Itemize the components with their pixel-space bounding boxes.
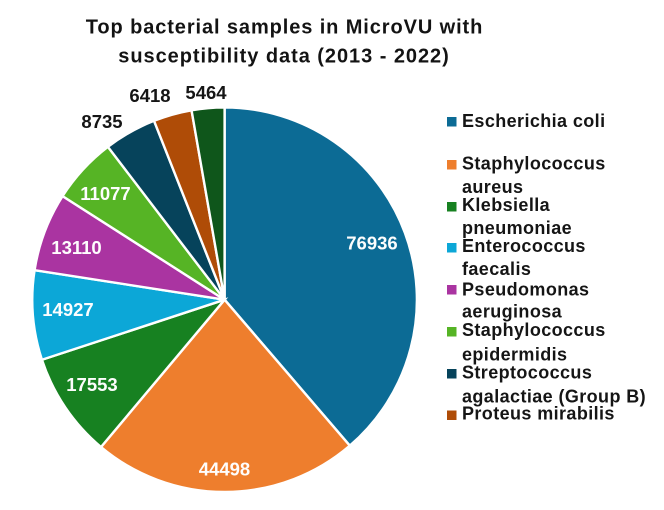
svg-text:13110: 13110: [51, 237, 101, 258]
svg-text:6418: 6418: [129, 85, 170, 106]
svg-text:Staphylococcus: Staphylococcus: [462, 154, 606, 174]
svg-text:Pseudomonas: Pseudomonas: [462, 280, 589, 300]
svg-text:8735: 8735: [81, 111, 122, 132]
svg-text:Staphylococcus: Staphylococcus: [462, 320, 606, 340]
svg-text:Escherichia coli: Escherichia coli: [462, 111, 605, 131]
svg-text:susceptibility data (2013 - 20: susceptibility data (2013 - 2022): [118, 46, 449, 68]
svg-text:Enterococcus: Enterococcus: [462, 236, 586, 256]
svg-text:76936: 76936: [346, 232, 397, 253]
svg-text:11077: 11077: [80, 183, 130, 204]
svg-text:Streptococcus: Streptococcus: [462, 362, 592, 382]
svg-text:Proteus mirabilis: Proteus mirabilis: [462, 404, 615, 424]
svg-text:pneumoniae: pneumoniae: [462, 218, 572, 238]
svg-text:aureus: aureus: [462, 177, 523, 197]
svg-text:Top bacterial samples in Micro: Top bacterial samples in MicroVU with: [86, 17, 483, 39]
svg-text:14927: 14927: [42, 299, 93, 320]
svg-text:Klebsiella: Klebsiella: [462, 195, 551, 215]
svg-text:17553: 17553: [66, 374, 117, 395]
svg-text:faecalis: faecalis: [462, 259, 531, 279]
svg-text:5464: 5464: [185, 82, 227, 103]
svg-text:aeruginosa: aeruginosa: [462, 302, 563, 322]
svg-text:epidermidis: epidermidis: [462, 344, 567, 364]
svg-text:44498: 44498: [199, 458, 250, 479]
svg-text:agalactiae (Group B): agalactiae (Group B): [462, 387, 646, 407]
